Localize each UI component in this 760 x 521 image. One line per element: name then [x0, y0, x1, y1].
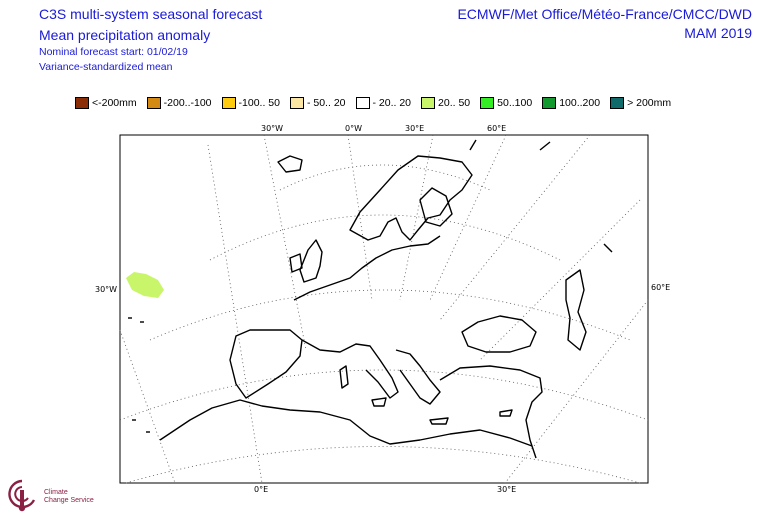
legend-label: 20.. 50 [438, 97, 471, 109]
anomaly-region-20-50 [126, 272, 164, 298]
legend-swatch [221, 97, 236, 109]
lon-label-top: 30°E [405, 124, 424, 133]
logo-text-name: Climate [44, 489, 68, 496]
legend-item: > 200mm [610, 97, 671, 109]
legend-item: - 20.. 20 [355, 97, 412, 109]
balkans-coast [395, 349, 441, 405]
legend-swatch [355, 97, 370, 109]
lon-label-bottom: 30°E [497, 485, 516, 494]
parallel-line [209, 214, 561, 261]
ireland-coast [289, 253, 303, 273]
parallel-line [125, 446, 641, 484]
legend: <-200mm -200..-100 -100.. 50 - 50.. 20 -… [75, 96, 681, 110]
map-frame [119, 134, 649, 484]
legend-label: -200..-100 [163, 97, 212, 109]
legend-item: 100..200 [542, 97, 600, 109]
parallel-line [149, 289, 631, 341]
meridian-line [119, 329, 176, 484]
britain-coast [299, 239, 323, 283]
legend-swatch [610, 97, 625, 109]
legend-item: <-200mm [75, 97, 137, 109]
meridian-line [207, 144, 263, 484]
cyprus-coast [499, 409, 513, 417]
legend-label: - 20.. 20 [372, 97, 412, 109]
copernicus-logo: Climate Change Service [6, 478, 116, 518]
parallel-line [279, 164, 491, 191]
lon-label-top: 0°W [345, 124, 362, 133]
meridian-line [399, 134, 434, 301]
lon-label-right: 60°E [651, 283, 670, 292]
legend-swatch [289, 97, 304, 109]
legend-label: - 50.. 20 [306, 97, 346, 109]
forecast-start: Nominal forecast start: 01/02/19 [39, 46, 188, 58]
arctic-coast [539, 141, 551, 151]
legend-item: 50..100 [480, 97, 532, 109]
crete-coast [429, 417, 449, 425]
arctic-coast [469, 139, 477, 151]
logo-emblem-icon [8, 479, 36, 512]
legend-swatch [480, 97, 495, 109]
legend-label: 100..200 [559, 97, 601, 109]
variance-note: Variance-standardized mean [39, 61, 173, 73]
logo-text-sub: Change Service [44, 497, 94, 504]
anatolia-coast [439, 365, 543, 459]
legend-label: <-200mm [92, 97, 137, 109]
parallel-line [119, 369, 649, 421]
season: MAM 2019 [684, 25, 752, 41]
arctic-coast [603, 243, 613, 253]
legend-swatch [146, 97, 161, 109]
legend-label: > 200mm [627, 97, 672, 109]
graticule [119, 134, 649, 484]
meridian-line [347, 134, 373, 301]
sardinia-coast [339, 365, 349, 389]
caspian-coast [565, 269, 587, 351]
europe-north-coast [293, 235, 441, 301]
legend-item: 20.. 50 [421, 97, 470, 109]
producers: ECMWF/Met Office/Météo-France/CMCC/DWD [457, 6, 752, 22]
meridian-line [429, 134, 507, 301]
lon-label-left: 30°W [95, 285, 117, 294]
legend-swatch [75, 97, 89, 109]
title-line1: C3S multi-system seasonal forecast [39, 6, 263, 22]
title-line2: Mean precipitation anomaly [39, 27, 211, 43]
coastlines [128, 139, 613, 459]
lon-label-top: 30°W [261, 124, 283, 133]
meridian-line [504, 299, 649, 484]
iberia-coast [229, 329, 303, 399]
legend-item: - 50.. 20 [289, 97, 346, 109]
north-africa-coast [159, 399, 533, 447]
lon-label-bottom: 0°E [254, 485, 268, 494]
italy-coast [301, 339, 399, 399]
black-sea-coast [461, 315, 537, 353]
legend-label: 50..100 [497, 97, 533, 109]
legend-swatch [542, 97, 557, 109]
sicily-coast [371, 397, 387, 407]
legend-label: -100.. 50 [238, 97, 280, 109]
finland-coast [419, 187, 453, 227]
legend-item: -100.. 50 [221, 97, 280, 109]
iceland-coast [277, 155, 303, 173]
meridian-line [263, 134, 307, 351]
scandinavia-coast [349, 155, 473, 241]
legend-item: -200..-100 [146, 97, 212, 109]
meridian-line [479, 199, 641, 361]
lon-label-top: 60°E [487, 124, 506, 133]
legend-swatch [421, 97, 436, 109]
